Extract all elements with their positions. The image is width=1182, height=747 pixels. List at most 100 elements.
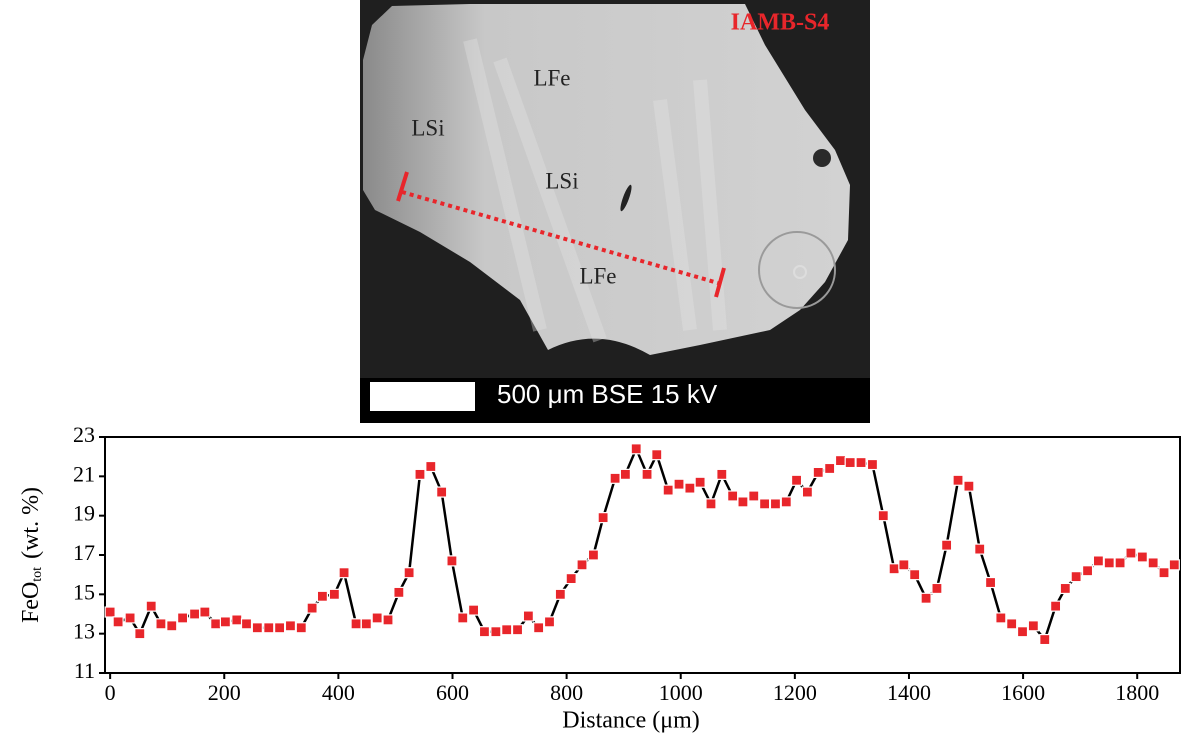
scale-label: 500 μm BSE 15 kV bbox=[497, 379, 718, 409]
data-point bbox=[1114, 557, 1126, 569]
sample-title: IAMB-S4 bbox=[731, 10, 830, 36]
scale-bar bbox=[370, 382, 475, 411]
y-label-sub: tot bbox=[30, 567, 45, 582]
data-point bbox=[1050, 600, 1062, 612]
data-point bbox=[501, 624, 513, 636]
data-point bbox=[855, 456, 867, 469]
data-point bbox=[112, 616, 124, 628]
profile-end bbox=[714, 267, 726, 298]
x-tick-label: 1600 bbox=[1001, 680, 1045, 705]
data-point bbox=[533, 622, 545, 634]
data-point bbox=[338, 567, 350, 579]
data-point bbox=[1147, 557, 1159, 569]
data-point bbox=[609, 472, 621, 484]
y-tick-label: 17 bbox=[73, 540, 95, 565]
data-point bbox=[727, 490, 739, 502]
data-point bbox=[210, 618, 222, 630]
data-point bbox=[716, 468, 728, 480]
data-point bbox=[705, 498, 717, 510]
data-point bbox=[780, 496, 792, 508]
data-point bbox=[909, 569, 921, 581]
data-point bbox=[812, 466, 824, 478]
x-tick-label: 1000 bbox=[659, 680, 703, 705]
data-point bbox=[1070, 571, 1082, 583]
data-point bbox=[759, 498, 771, 510]
data-point bbox=[801, 486, 814, 498]
hole bbox=[813, 149, 831, 167]
data-point bbox=[263, 622, 275, 634]
data-point bbox=[1168, 559, 1180, 571]
y-tick-label: 23 bbox=[73, 422, 95, 447]
data-point bbox=[219, 616, 231, 628]
data-point bbox=[694, 476, 706, 488]
data-point bbox=[790, 474, 803, 486]
chart: Distance (μm) FeOtot (wt. %) 0 200 400 600 80… bbox=[18, 422, 1181, 734]
data-point bbox=[328, 588, 340, 600]
data-point bbox=[1027, 620, 1039, 632]
data-point bbox=[1125, 547, 1137, 559]
y-tick-label: 11 bbox=[74, 658, 95, 683]
pit-center bbox=[793, 265, 807, 279]
data-point bbox=[651, 449, 663, 461]
data-point bbox=[576, 559, 588, 571]
data-point bbox=[995, 612, 1007, 624]
streaks bbox=[463, 38, 727, 343]
x-tick-label: 600 bbox=[436, 680, 469, 705]
data-point bbox=[866, 458, 879, 471]
data-point bbox=[425, 460, 437, 473]
data-point bbox=[284, 620, 297, 632]
data-point bbox=[1081, 565, 1094, 577]
data-point bbox=[898, 559, 910, 571]
data-point bbox=[403, 567, 415, 579]
data-point bbox=[490, 626, 502, 638]
y-tick-label: 19 bbox=[73, 501, 95, 526]
data-point bbox=[360, 618, 372, 630]
data-point bbox=[641, 468, 653, 480]
data-point bbox=[984, 576, 997, 589]
y-tick-label: 13 bbox=[73, 619, 95, 644]
data-point bbox=[1039, 633, 1051, 646]
data-point bbox=[251, 622, 263, 634]
data-point bbox=[963, 480, 975, 492]
data-point bbox=[457, 612, 469, 624]
data-point bbox=[166, 620, 178, 632]
x-tick-label: 200 bbox=[208, 680, 241, 705]
data-point bbox=[382, 614, 394, 626]
data-point bbox=[436, 486, 448, 498]
data-point bbox=[124, 612, 136, 624]
data-point bbox=[522, 610, 534, 622]
x-tick-label: 1800 bbox=[1115, 680, 1159, 705]
data-point bbox=[673, 478, 685, 490]
y-tick-label: 21 bbox=[73, 461, 95, 486]
data-point bbox=[748, 490, 760, 502]
x-tick-label: 1200 bbox=[773, 680, 817, 705]
x-tick-label: 400 bbox=[322, 680, 355, 705]
data-point bbox=[155, 618, 167, 630]
x-tick-label: 1400 bbox=[887, 680, 931, 705]
data-point bbox=[941, 539, 953, 551]
data-point bbox=[371, 612, 383, 624]
data-point bbox=[240, 618, 253, 630]
data-point bbox=[1092, 555, 1105, 567]
data-point bbox=[931, 582, 943, 595]
data-point bbox=[188, 608, 201, 620]
y-axis-label: FeOtot (wt. %) bbox=[18, 487, 46, 623]
data-point bbox=[554, 588, 566, 600]
data-point bbox=[1006, 618, 1018, 630]
data-point bbox=[824, 462, 836, 475]
data-point bbox=[104, 606, 116, 618]
data-point bbox=[414, 468, 426, 480]
data-point bbox=[877, 510, 889, 522]
data-point bbox=[662, 484, 674, 496]
inclusion bbox=[620, 184, 632, 212]
data-point bbox=[316, 590, 328, 602]
data-point bbox=[393, 586, 405, 598]
y-label-main: FeO bbox=[18, 582, 44, 623]
data-point bbox=[888, 563, 900, 575]
data-point bbox=[630, 443, 642, 455]
data-point bbox=[306, 602, 318, 614]
data-point bbox=[1016, 626, 1029, 638]
data-point bbox=[446, 555, 458, 567]
phase-label: LSi bbox=[411, 115, 444, 140]
